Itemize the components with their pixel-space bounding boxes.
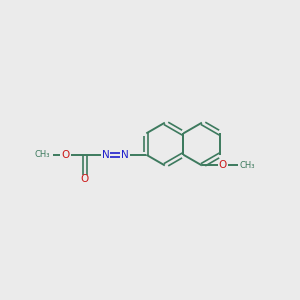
Text: CH₃: CH₃	[34, 150, 50, 159]
Text: N: N	[121, 150, 129, 160]
Text: O: O	[61, 150, 70, 160]
Text: O: O	[219, 160, 227, 170]
Text: N: N	[102, 150, 110, 160]
Text: CH₃: CH₃	[239, 161, 255, 170]
Text: O: O	[81, 174, 89, 184]
